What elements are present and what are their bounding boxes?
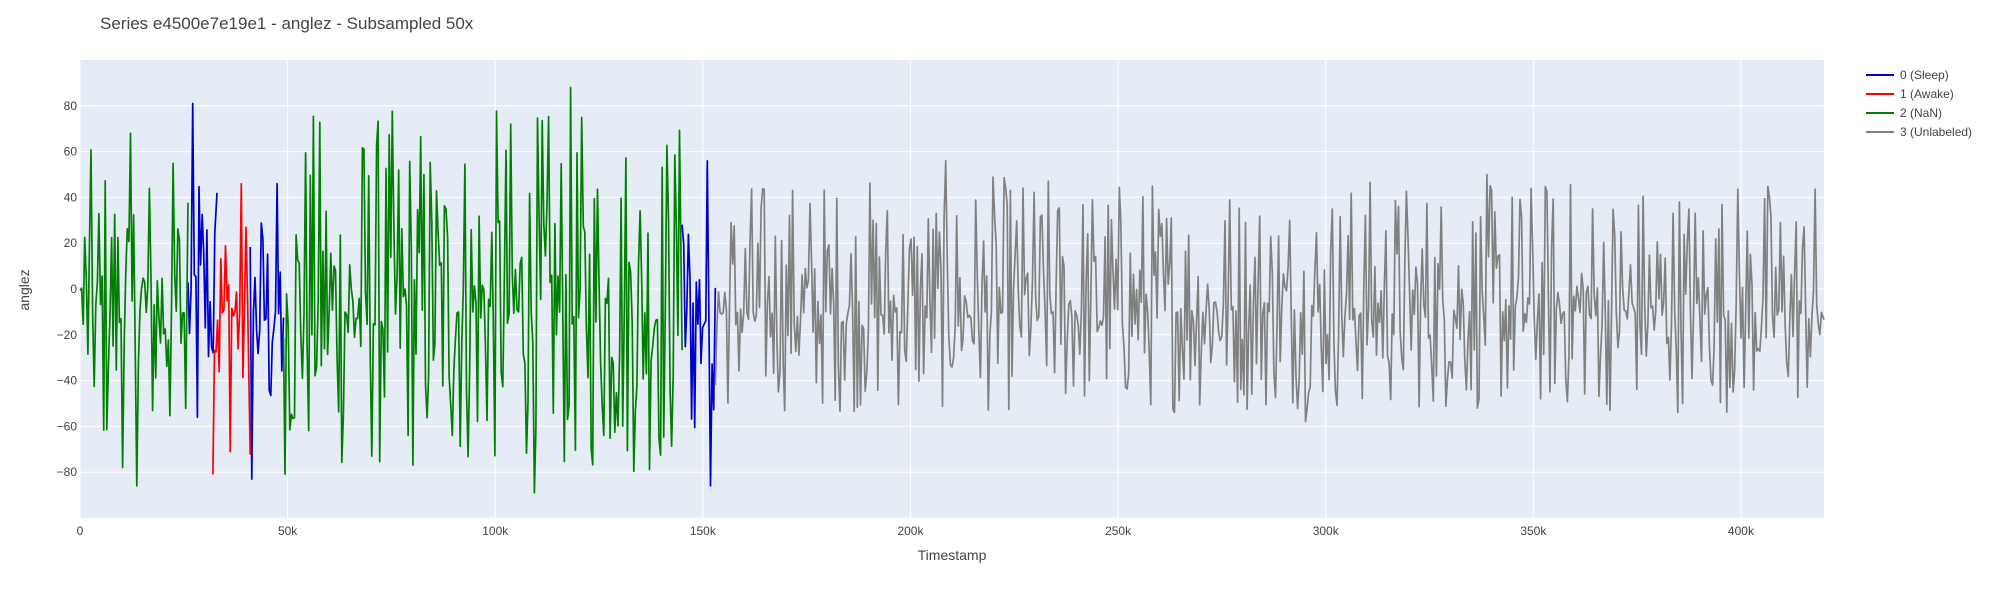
legend-label: 2 (NaN) (1900, 106, 1942, 120)
y-tick-label: −80 (57, 465, 78, 479)
series-line-0-segment-1 (249, 182, 285, 480)
y-tick-label: 60 (64, 145, 78, 159)
x-tick-label: 100k (482, 524, 509, 538)
x-tick-label: 0 (77, 524, 84, 538)
y-tick-label: 40 (64, 190, 78, 204)
x-axis-title: Timestamp (918, 547, 987, 563)
y-axis-title: anglez (16, 269, 32, 310)
x-tick-label: 350k (1520, 524, 1547, 538)
legend-label: 0 (Sleep) (1900, 68, 1949, 82)
series-line-0-segment-2 (681, 159, 717, 487)
y-tick-label: 80 (64, 99, 78, 113)
x-tick-label: 200k (897, 524, 924, 538)
x-axis-ticks: 0 50k 100k 150k 200k 250k 300k 350k 400k (77, 524, 1755, 538)
series-line-2-segment-0 (79, 132, 189, 487)
grid (79, 60, 1824, 518)
x-tick-label: 50k (278, 524, 298, 538)
chart-title: Series e4500e7e19e1 - anglez - Subsample… (100, 14, 474, 33)
series-line-0-segment-0 (187, 102, 218, 419)
x-tick-label: 400k (1728, 524, 1755, 538)
series-line-3-segment-0 (714, 159, 1825, 423)
x-tick-label: 250k (1105, 524, 1132, 538)
series-line-1-segment-0 (212, 182, 252, 475)
y-tick-label: 20 (64, 236, 78, 250)
y-tick-label: −40 (57, 374, 78, 388)
legend-label: 3 (Unlabeled) (1900, 125, 1972, 139)
y-tick-label: 0 (70, 282, 77, 296)
y-tick-label: −20 (57, 328, 78, 342)
series-layer (79, 86, 1825, 494)
x-tick-label: 300k (1313, 524, 1340, 538)
y-axis-ticks: −80 −60 −40 −20 0 20 40 60 80 (57, 99, 78, 479)
legend-label: 1 (Awake) (1900, 87, 1954, 101)
series-line-2-segment-1 (282, 86, 683, 494)
x-tick-label: 150k (690, 524, 717, 538)
legend: 0 (Sleep) 1 (Awake) 2 (NaN) 3 (Unlabeled) (1866, 68, 1972, 139)
y-tick-label: −60 (57, 419, 78, 433)
